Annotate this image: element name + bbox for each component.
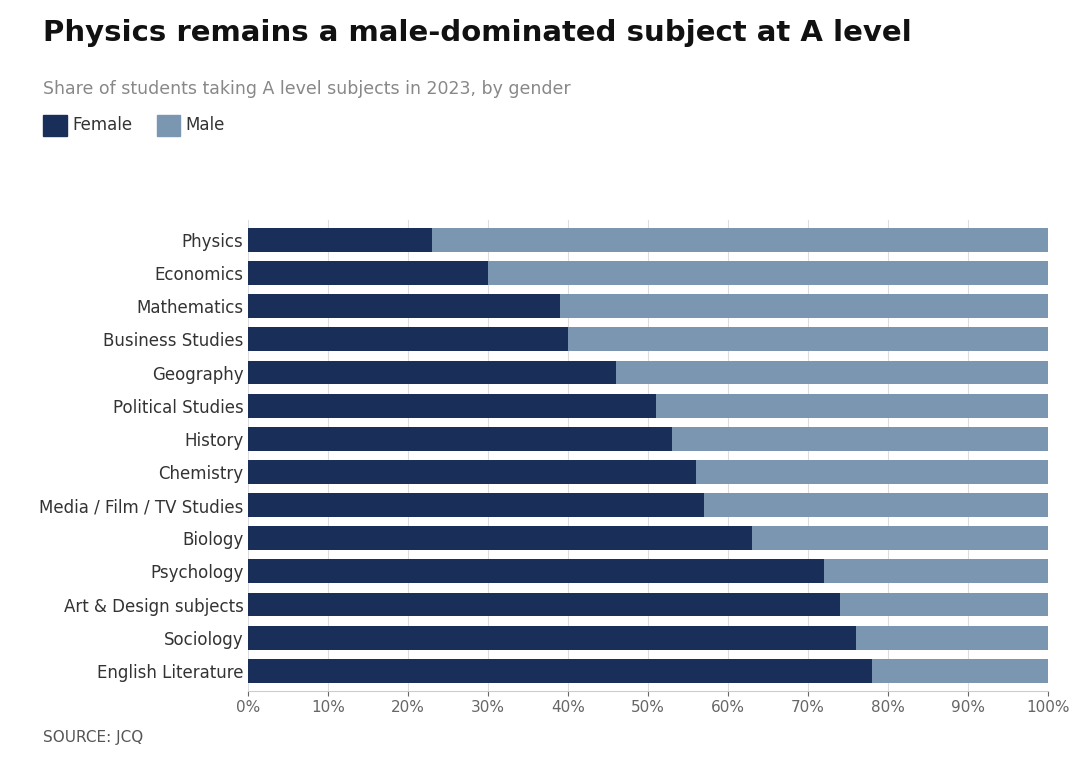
- Bar: [248, 559, 824, 584]
- Bar: [872, 659, 1048, 683]
- Bar: [561, 294, 1048, 318]
- Bar: [248, 593, 840, 616]
- Bar: [824, 559, 1048, 584]
- Bar: [855, 625, 1048, 650]
- Bar: [840, 593, 1048, 616]
- Bar: [568, 327, 1048, 351]
- Bar: [752, 526, 1048, 550]
- Bar: [248, 327, 568, 351]
- Bar: [656, 394, 1048, 417]
- Bar: [488, 261, 1048, 285]
- Bar: [248, 361, 616, 385]
- Text: Physics remains a male-dominated subject at A level: Physics remains a male-dominated subject…: [43, 19, 912, 47]
- Bar: [248, 625, 855, 650]
- Bar: [248, 394, 656, 417]
- Text: SOURCE: JCQ: SOURCE: JCQ: [43, 730, 144, 745]
- Bar: [248, 261, 488, 285]
- Text: Female: Female: [72, 116, 133, 134]
- Bar: [672, 427, 1048, 451]
- Bar: [432, 228, 1048, 252]
- Bar: [696, 460, 1048, 484]
- Bar: [248, 427, 672, 451]
- Bar: [248, 460, 696, 484]
- Bar: [248, 526, 752, 550]
- Bar: [248, 228, 432, 252]
- Bar: [248, 294, 561, 318]
- Text: Share of students taking A level subjects in 2023, by gender: Share of students taking A level subject…: [43, 80, 571, 98]
- Text: Male: Male: [186, 116, 225, 134]
- Bar: [616, 361, 1048, 385]
- Bar: [248, 493, 704, 517]
- Bar: [248, 659, 872, 683]
- Bar: [704, 493, 1048, 517]
